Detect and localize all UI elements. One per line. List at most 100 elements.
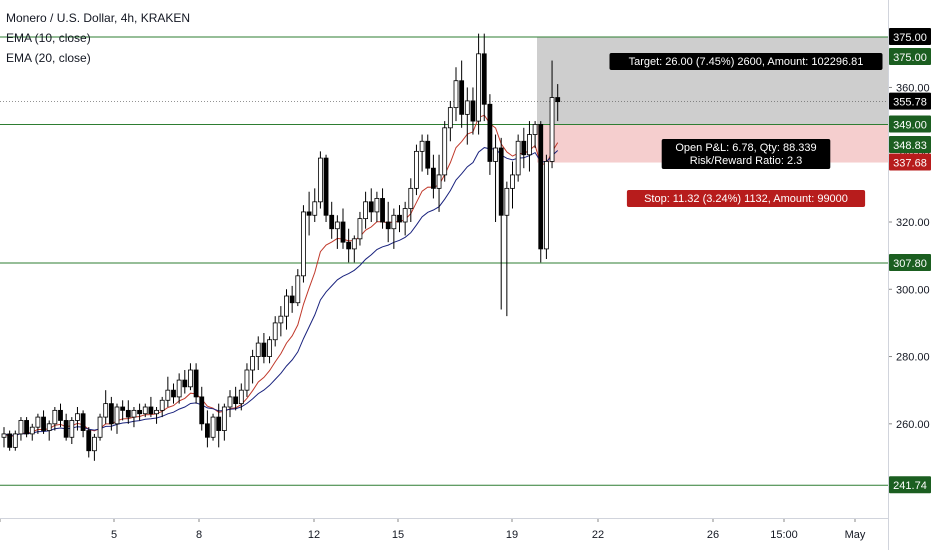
candle-body-81 (459, 80, 465, 115)
svg-text:375.00: 375.00 (893, 32, 927, 44)
candle-body-57 (323, 157, 329, 216)
svg-text:Target: 26.00 (7.45%) 2600, Am: Target: 26.00 (7.45%) 2600, Amount: 1022… (629, 56, 864, 68)
y-tick-label-5: 260.00 (896, 419, 930, 431)
candle-body-47 (267, 339, 272, 357)
candle-body-85 (481, 53, 487, 105)
candle-body-64 (363, 201, 369, 220)
candle-body-73 (414, 150, 419, 189)
candle-body-54 (306, 211, 312, 216)
ema20-legend[interactable]: EMA (20, close) (6, 51, 91, 65)
ema10-legend[interactable]: EMA (10, close) (6, 31, 91, 45)
candle-body-5 (29, 426, 35, 435)
x-tick-label-2: 8 (196, 529, 202, 541)
candle-body-43 (244, 369, 250, 391)
candle-body-6 (35, 416, 41, 428)
symbol-title[interactable]: Monero / U.S. Dollar, 4h, KRAKEN (6, 11, 191, 25)
price-axis-divider (888, 0, 889, 550)
svg-text:349.00: 349.00 (893, 119, 927, 131)
candle-body-83 (470, 100, 476, 122)
candle-body-39 (221, 406, 227, 431)
candle-body-76 (430, 167, 436, 189)
candle-body-28 (159, 399, 165, 411)
candle-body-46 (261, 342, 267, 357)
svg-text:Stop: 11.32 (3.24%) 1132, Amou: Stop: 11.32 (3.24%) 1132, Amount: 99000 (644, 193, 848, 205)
candle-body-24 (137, 409, 143, 415)
candle-body-80 (453, 80, 459, 109)
candle-body-38 (216, 416, 222, 431)
candle-body-96 (544, 161, 549, 250)
candle-body-35 (199, 396, 205, 425)
candle-body-95 (538, 124, 544, 250)
candle-body-60 (340, 221, 346, 243)
target-zone (537, 37, 888, 125)
y-tick-label-0: 360.00 (896, 82, 930, 94)
candle-body-70 (397, 214, 402, 223)
candle-body-89 (504, 187, 510, 216)
candle-body-84 (476, 53, 482, 122)
candle-body-42 (238, 389, 244, 405)
y-tick-label-3: 300.00 (896, 284, 930, 296)
y-tick-label-4: 280.00 (896, 352, 930, 364)
ema10-line (3, 114, 559, 437)
candle-body-21 (120, 406, 126, 411)
candle-body-26 (148, 406, 154, 415)
candle-body-41 (233, 396, 239, 405)
candle-body-59 (334, 221, 340, 230)
candle-body-4 (24, 420, 30, 435)
candle-body-69 (391, 214, 397, 230)
x-tick-label-5: 19 (506, 529, 518, 541)
candle-body-10 (58, 409, 63, 421)
x-tick-label-9: May (845, 529, 866, 541)
svg-text:Open P&L: 6.78, Qty: 88.339: Open P&L: 6.78, Qty: 88.339 (675, 142, 816, 154)
x-tick-label-1: 5 (111, 529, 117, 541)
price-tag-4: 348.83 (889, 136, 931, 154)
candle-body-11 (63, 420, 69, 438)
price-tag-0: 375.00 (889, 28, 931, 45)
price-tag-3: 349.00 (889, 115, 931, 133)
candle-body-88 (498, 147, 504, 216)
candle-body-19 (108, 403, 114, 425)
candle-body-79 (447, 107, 453, 129)
x-tick-label-3: 12 (308, 529, 320, 541)
candle-body-66 (374, 198, 380, 213)
candle-body-31 (176, 379, 182, 398)
candle-body-65 (368, 201, 374, 213)
price-tag-6: 307.80 (889, 254, 931, 272)
candle-body-3 (18, 420, 24, 435)
candle-body-32 (182, 379, 188, 388)
candle-body-48 (272, 322, 278, 341)
candle-body-58 (329, 214, 335, 230)
candle-body-23 (131, 409, 137, 418)
candle-body-15 (86, 430, 92, 452)
candle-body-44 (250, 356, 256, 371)
price-tag-7: 241.74 (889, 476, 931, 494)
candle-body-33 (188, 369, 193, 388)
x-tick-label-6: 22 (592, 529, 604, 541)
candle-body-37 (210, 416, 216, 438)
candle-body-91 (515, 140, 521, 176)
price-tag-5: 337.68 (889, 153, 931, 171)
x-tick-label-7: 26 (707, 529, 719, 541)
candle-body-50 (284, 295, 289, 317)
svg-text:Risk/Reward Ratio: 2.3: Risk/Reward Ratio: 2.3 (690, 155, 803, 167)
candle-body-34 (193, 369, 199, 398)
candle-body-74 (419, 140, 425, 152)
candle-body-45 (255, 342, 261, 357)
price-tag-2: 355.78 (889, 92, 931, 110)
candle-body-0 (1, 433, 7, 438)
candle-body-87 (493, 147, 498, 162)
candle-body-82 (464, 100, 470, 115)
svg-text:348.83: 348.83 (893, 140, 927, 152)
candle-body-72 (408, 187, 414, 209)
stop-label: Stop: 11.32 (3.24%) 1132, Amount: 99000 (626, 190, 866, 207)
y-tick-label-2: 320.00 (896, 217, 930, 229)
candle-body-12 (69, 420, 75, 438)
candle-body-7 (41, 416, 46, 431)
candle-body-13 (75, 413, 80, 421)
candle-body-86 (487, 103, 493, 162)
candle-body-25 (142, 406, 148, 415)
candle-body-61 (346, 241, 352, 250)
candle-body-18 (103, 403, 109, 418)
